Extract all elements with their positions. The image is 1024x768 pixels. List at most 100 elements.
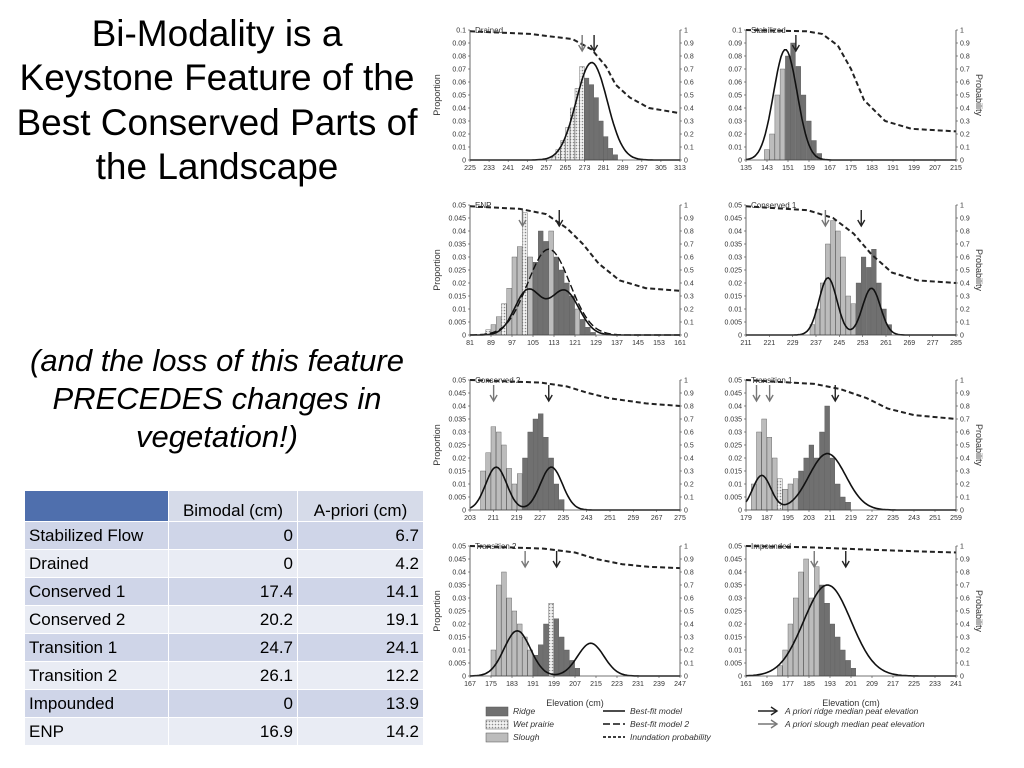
row-apriori: 6.7 xyxy=(297,521,424,550)
histogram-bar xyxy=(866,267,872,336)
x-tick-label: 161 xyxy=(740,681,752,688)
histogram-bar xyxy=(777,478,783,511)
panel-stabilized: 0 0.01 0.02 0.03 0.04 0.05 0.06 0.07 0.08 0.09 0.1… xyxy=(728,26,984,172)
panel-label: Stabilized xyxy=(751,26,786,35)
x-tick-label: 237 xyxy=(810,340,822,347)
y-tick-label: 0 xyxy=(462,333,466,340)
y2-tick-label: 1 xyxy=(960,28,964,35)
histogram-bar xyxy=(538,644,544,677)
y-tick-label: 0.04 xyxy=(728,404,742,411)
y-tick-label: 0.01 xyxy=(728,145,742,152)
legend-item-best-fit-2: Best-fit model 2 xyxy=(603,719,689,729)
y2-tick-label: 0.7 xyxy=(960,242,970,249)
y2-tick-label: 1 xyxy=(960,203,964,210)
y-tick-label: 0.035 xyxy=(724,583,742,590)
panel-label: Drained xyxy=(475,26,503,35)
y2-tick-label: 1 xyxy=(684,378,688,385)
histogram-bar xyxy=(819,584,825,677)
y2-tick-label: 0.8 xyxy=(684,229,694,236)
histogram-bar xyxy=(835,230,841,336)
y-tick-label: 0.02 xyxy=(452,622,466,629)
histogram-bar xyxy=(824,405,830,511)
x-tick-label: 195 xyxy=(782,515,794,522)
slough-median-arrow xyxy=(518,210,527,228)
row-name: Transition 1 xyxy=(24,633,169,662)
y2-tick-label: 0.4 xyxy=(684,622,694,629)
y-tick-label: 0 xyxy=(462,674,466,681)
x-tick-label: 143 xyxy=(761,165,773,172)
y2-tick-label: 0.8 xyxy=(684,404,694,411)
row-apriori: 13.9 xyxy=(297,689,424,718)
y2-tick-label: 1 xyxy=(684,28,688,35)
x-tick-label: 285 xyxy=(950,340,962,347)
x-tick-label: 199 xyxy=(548,681,560,688)
legend-item-ridge-arrow: A priori ridge median peat elevation xyxy=(758,706,919,716)
y-tick-label: 0.09 xyxy=(728,41,742,48)
x-tick-label: 179 xyxy=(740,515,752,522)
y2-tick-label: 0.1 xyxy=(684,145,694,152)
y2-tick-label: 0.1 xyxy=(684,495,694,502)
y-tick-label: 0 xyxy=(738,674,742,681)
histogram-bar xyxy=(819,431,825,511)
histogram-bar xyxy=(824,603,830,677)
panel-impounded: 0 0.005 0.01 0.015 0.02 0.025 0.03 0.035 0.04 0.0… xyxy=(724,542,984,708)
y-tick-label: 0.09 xyxy=(452,41,466,48)
y2-tick-label: 0.3 xyxy=(684,469,694,476)
x-tick-label: 211 xyxy=(824,515,835,522)
x-tick-label: 313 xyxy=(674,165,686,172)
x-tick-label: 221 xyxy=(763,340,775,347)
y2-tick-label: 0.2 xyxy=(684,307,694,314)
x-axis-title: Elevation (cm) xyxy=(546,698,604,708)
y-tick-label: 0.03 xyxy=(452,596,466,603)
ridge-median-arrow xyxy=(552,551,561,569)
histogram-bar xyxy=(808,597,815,677)
y2-tick-label: 0.4 xyxy=(960,106,970,113)
panel-label: Conserved 1 xyxy=(751,201,797,210)
y2-tick-label: 0.3 xyxy=(960,119,970,126)
y-tick-label: 0.015 xyxy=(724,294,742,301)
y2-tick-label: 0.6 xyxy=(960,430,970,437)
y2-tick-label: 0.9 xyxy=(960,41,970,48)
x-tick-label: 305 xyxy=(655,165,667,172)
histogram-bar xyxy=(779,68,786,161)
y-tick-label: 0.005 xyxy=(724,320,742,327)
y2-tick-label: 0.5 xyxy=(684,443,694,450)
table-row: ENP 16.9 14.2 xyxy=(24,717,424,746)
y-tick-label: 0.05 xyxy=(452,544,466,551)
y2-tick-label: 1 xyxy=(684,544,688,551)
histogram-bar xyxy=(845,660,851,677)
histogram-bar xyxy=(543,623,549,677)
y-tick-label: 0.03 xyxy=(452,119,466,126)
y-tick-label: 0.04 xyxy=(728,229,742,236)
x-tick-label: 235 xyxy=(557,515,569,522)
inundation-probability-curve xyxy=(469,379,681,407)
x-tick-label: 135 xyxy=(740,165,752,172)
y-tick-label: 0.08 xyxy=(452,54,466,61)
y-tick-label: 0 xyxy=(738,333,742,340)
histogram-bar xyxy=(553,618,560,677)
x-tick-label: 259 xyxy=(627,515,639,522)
y-tick-label: 0 xyxy=(738,508,742,515)
slough-median-arrow xyxy=(521,551,530,569)
x-tick-label: 265 xyxy=(560,165,572,172)
x-tick-label: 219 xyxy=(511,515,523,522)
histogram-bar xyxy=(584,77,590,161)
x-tick-label: 281 xyxy=(598,165,610,172)
histogram-bar xyxy=(553,483,560,511)
y2-tick-label: 0.6 xyxy=(684,80,694,87)
x-tick-label: 129 xyxy=(590,340,602,347)
y-tick-label: 0.02 xyxy=(728,281,742,288)
y-tick-label: 0.02 xyxy=(728,622,742,629)
y-tick-label: 0.04 xyxy=(728,570,742,577)
y-tick-label: 0.03 xyxy=(452,430,466,437)
y-tick-label: 0.015 xyxy=(724,635,742,642)
y2-tick-label: 0.8 xyxy=(960,54,970,61)
slough-median-arrow xyxy=(752,385,761,403)
row-name: Transition 2 xyxy=(24,661,169,690)
row-bimodal: 0 xyxy=(168,689,298,718)
table-row: Impounded 0 13.9 xyxy=(24,689,424,718)
histogram-figure: 0 0.01 0.02 0.03 0.04 0.05 0.06 0.07 0.08 0.09 0.1… xyxy=(432,26,984,743)
x-tick-label: 225 xyxy=(464,165,476,172)
ridge-median-arrow xyxy=(857,210,866,228)
histogram-bar xyxy=(559,636,565,677)
